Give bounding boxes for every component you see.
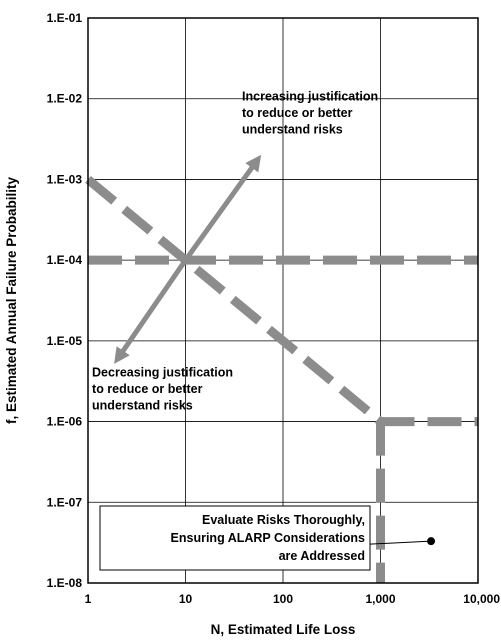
annotation-1: Decreasing justification to reduce or bet… bbox=[92, 366, 233, 413]
annotation-line: Increasing justification bbox=[242, 90, 378, 104]
callout-line: Evaluate Risks Thoroughly, bbox=[202, 513, 365, 527]
y-tick-label: 1.E-02 bbox=[47, 92, 83, 106]
annotation-line: to reduce or better bbox=[92, 382, 203, 396]
annotation-line: understand risks bbox=[242, 123, 343, 137]
y-axis-title: f, Estimated Annual Failure Probability bbox=[4, 176, 19, 424]
justification-arrow-1 bbox=[114, 258, 188, 364]
x-tick-labels: 1 10 100 1,000 10,000 bbox=[85, 592, 501, 606]
callout-line: Ensuring ALARP Considerations bbox=[171, 531, 366, 545]
y-tick-label: 1.E-04 bbox=[47, 253, 83, 267]
callout-text: Evaluate Risks Thoroughly, Ensuring ALARP… bbox=[171, 513, 366, 563]
x-tick-label: 10,000 bbox=[463, 592, 500, 606]
justification-arrow-0 bbox=[183, 154, 262, 262]
callout-point bbox=[427, 537, 436, 546]
plot-frame bbox=[87, 17, 479, 584]
annotation-line: understand risks bbox=[92, 399, 193, 413]
annotation-line: Decreasing justification bbox=[92, 366, 233, 380]
callout-line: are Addressed bbox=[279, 549, 365, 563]
y-tick-labels: 1.E-08 1.E-07 1.E-06 1.E-05 1.E-04 1.E-03 1.E-… bbox=[47, 11, 83, 590]
criteria-lines bbox=[85, 175, 478, 583]
y-tick-label: 1.E-03 bbox=[47, 172, 83, 186]
x-tick-label: 100 bbox=[273, 592, 293, 606]
y-tick-label: 1.E-08 bbox=[47, 576, 83, 590]
annotations: Increasing justification to reduce or bet… bbox=[92, 90, 378, 413]
criteria-line-1 bbox=[85, 175, 384, 426]
y-tick-label: 1.E-05 bbox=[47, 334, 83, 348]
x-tick-label: 10 bbox=[179, 592, 193, 606]
alarp-callout: Evaluate Risks Thoroughly, Ensuring ALARP… bbox=[99, 505, 436, 571]
x-axis-title: N, Estimated Life Loss bbox=[211, 622, 356, 637]
y-tick-label: 1.E-01 bbox=[47, 11, 83, 25]
annotation-0: Increasing justification to reduce or bet… bbox=[242, 90, 378, 137]
callout-leader bbox=[369, 540, 432, 545]
callout-box bbox=[99, 505, 371, 571]
y-tick-label: 1.E-07 bbox=[47, 495, 83, 509]
x-tick-label: 1 bbox=[85, 592, 92, 606]
annotation-line: to reduce or better bbox=[242, 106, 353, 120]
justification-arrows bbox=[114, 154, 262, 364]
y-tick-label: 1.E-06 bbox=[47, 415, 83, 429]
x-tick-label: 1,000 bbox=[365, 592, 395, 606]
